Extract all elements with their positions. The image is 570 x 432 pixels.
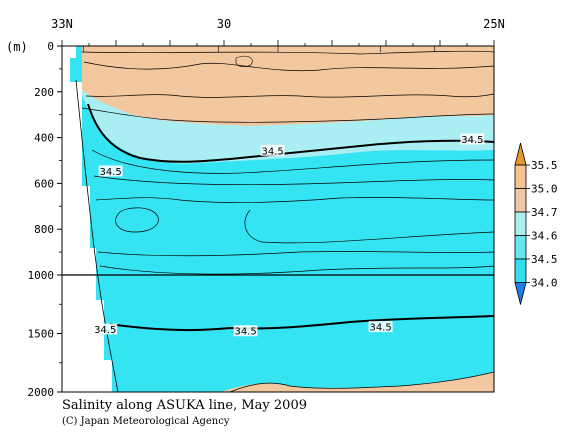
contour-label-bg	[260, 144, 285, 156]
contour-label: 34.5	[94, 325, 116, 336]
contour-line	[115, 207, 159, 233]
colorbar-segment	[514, 188, 527, 213]
contour-label: 34.5	[461, 135, 483, 146]
contour-line	[83, 61, 494, 72]
y-axis: 0 200 400 600 800 1000 1500 2000	[28, 40, 62, 399]
land-mask	[62, 46, 112, 392]
salinity-fill-layer	[62, 46, 494, 392]
x-tick-label: 25N	[483, 17, 505, 31]
contour-line	[95, 197, 494, 203]
contour-34.5-deep	[109, 315, 494, 332]
x-tick-label: 33N	[51, 17, 73, 31]
chart-title: Salinity along ASUKA line, May 2009	[62, 398, 307, 413]
contour-label: 34.5	[99, 167, 121, 178]
contour-line	[229, 371, 494, 392]
contour-label: 34.5	[234, 327, 256, 338]
contour-line	[85, 93, 494, 98]
y-tick-label: 1500	[28, 328, 55, 341]
coast-line	[75, 79, 119, 392]
contour-label: 34.5	[369, 323, 391, 334]
contour-layer	[81, 50, 494, 392]
contour-line	[91, 149, 494, 174]
contour-label-bg	[93, 323, 118, 335]
contour-34.5-shallow	[87, 103, 494, 163]
y-tick-label: 800	[34, 223, 54, 236]
colorbar-label: 34.6	[531, 230, 558, 243]
contour-line	[244, 209, 494, 244]
contour-label-layer: 34.5 34.5 34.5 34.5 34.5 34.5	[93, 133, 485, 338]
chart-credit: (C) Japan Meteorological Agency	[62, 416, 230, 427]
y-tick-label: 1000	[28, 269, 55, 282]
colorbar-label: 35.5	[531, 159, 558, 172]
contour-label-bg	[233, 325, 258, 337]
high-salinity-band	[82, 46, 494, 126]
y-tick-label: 200	[34, 86, 54, 99]
contour-line	[81, 107, 494, 123]
y-tick-label: 600	[34, 177, 54, 190]
colorbar: 35.5 35.0 34.7 34.6 34.5 34.0	[514, 142, 558, 305]
colorbar-segment	[514, 164, 527, 189]
colorbar-label: 34.7	[531, 206, 558, 219]
contour-label: 34.5	[261, 146, 283, 157]
contour-label-bg	[460, 133, 485, 145]
colorbar-segment	[514, 211, 527, 236]
colorbar-segment	[514, 235, 527, 260]
colorbar-top-arrow	[514, 142, 527, 166]
colorbar-segment	[514, 258, 527, 283]
x-tick-label: 30	[217, 17, 231, 31]
y-tick-label: 400	[34, 132, 54, 145]
contour-line	[97, 251, 494, 257]
y-axis-unit-label: (m)	[6, 40, 28, 54]
contour-line	[81, 50, 494, 55]
colorbar-label: 34.5	[531, 253, 558, 266]
contour-line	[93, 175, 494, 186]
colorbar-label: 35.0	[531, 183, 558, 196]
contour-label-bg	[98, 165, 123, 177]
y-tick-label: 2000	[28, 386, 55, 399]
colorbar-bottom-arrow	[514, 282, 527, 305]
y-tick-label: 0	[47, 40, 54, 53]
x-axis: 33N 30 25N	[51, 17, 505, 52]
contour-label-bg	[368, 321, 393, 333]
contour-line	[99, 265, 494, 275]
colorbar-label: 34.0	[531, 277, 558, 290]
high-salinity-patch	[220, 372, 494, 392]
